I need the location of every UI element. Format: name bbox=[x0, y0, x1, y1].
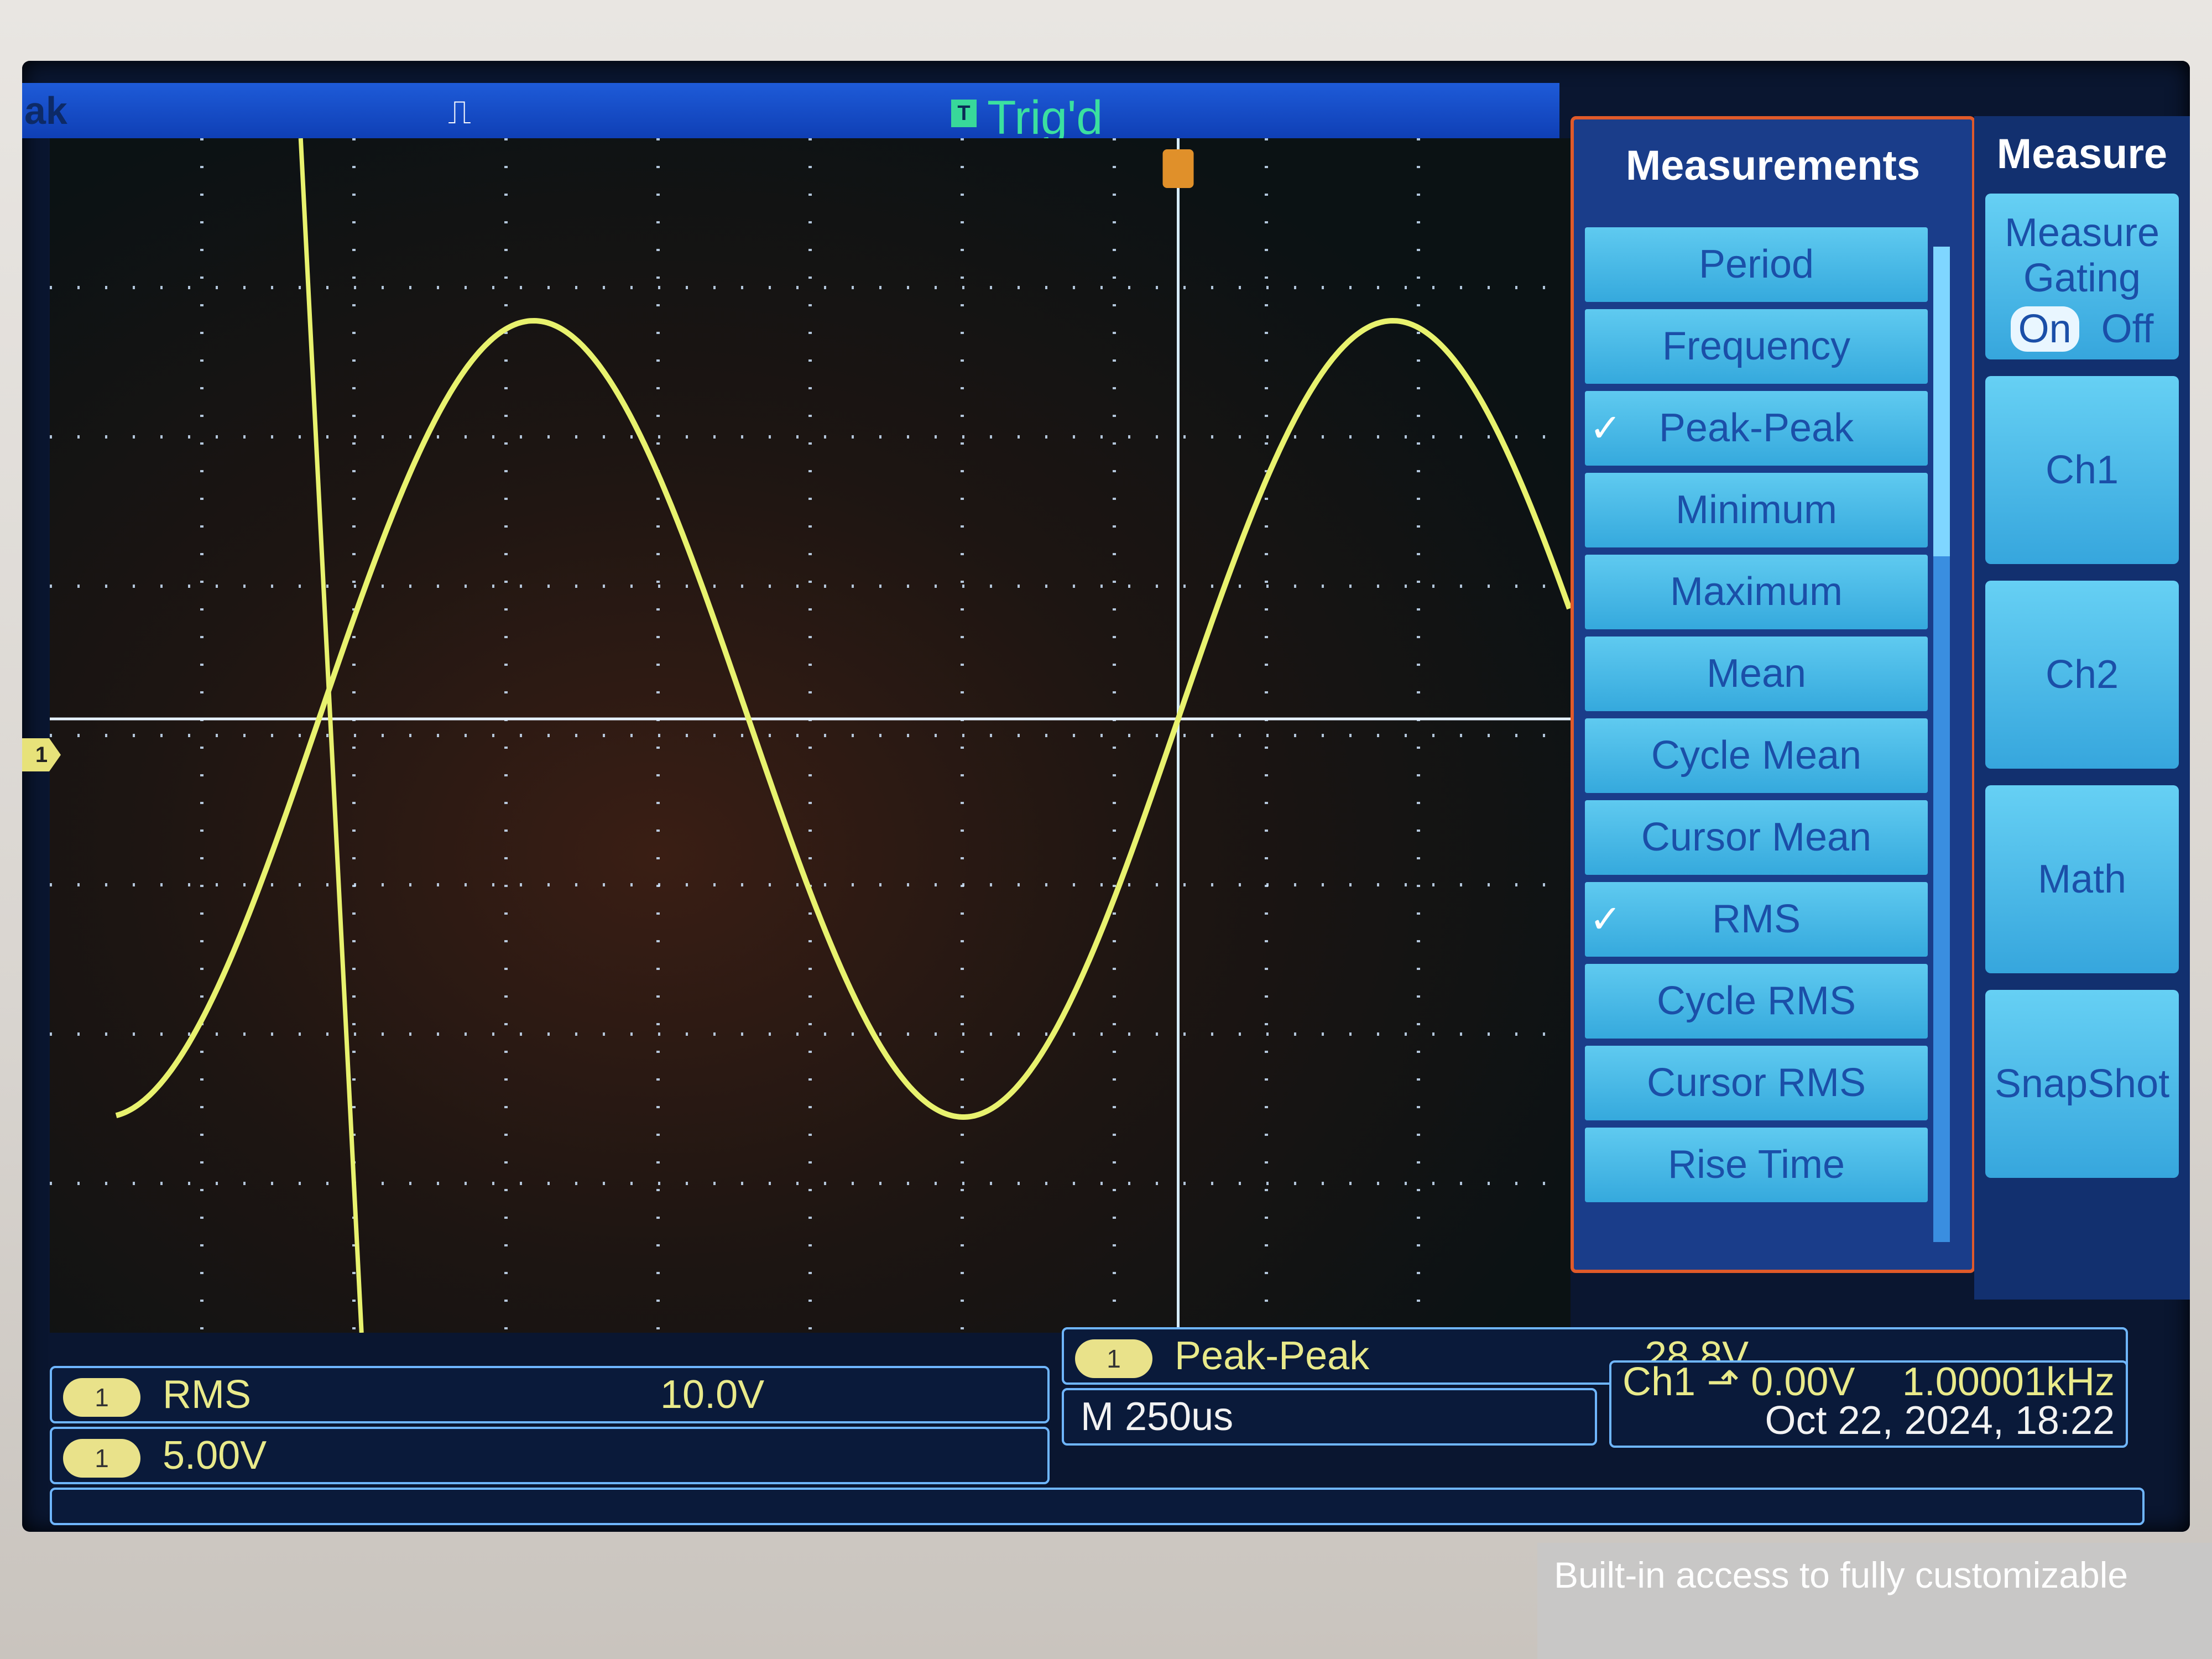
rms-readout: 1 RMS 10.0V bbox=[50, 1366, 1050, 1423]
datetime: Oct 22, 2024, 18:22 bbox=[1765, 1399, 2115, 1443]
ch2-button[interactable]: Ch2 bbox=[1985, 581, 2179, 769]
gating-label-1: Measure bbox=[2004, 211, 2160, 255]
scale-value: 5.00V bbox=[163, 1433, 267, 1478]
measurement-option[interactable]: ✓ Peak-Peak bbox=[1585, 391, 1928, 466]
measurement-option-label: Frequency bbox=[1662, 324, 1851, 368]
measurement-option-label: Period bbox=[1698, 242, 1814, 286]
measurement-option-label: Rise Time bbox=[1667, 1142, 1845, 1187]
measurements-list: Period Frequency ✓ Peak-Peak Minimum Maximum M… bbox=[1585, 227, 1928, 1209]
measurement-option-label: Cursor RMS bbox=[1646, 1061, 1866, 1105]
rms-channel-badge: 1 bbox=[63, 1378, 140, 1417]
waveform-graticule bbox=[50, 138, 1571, 1333]
mode-label: ak bbox=[24, 89, 67, 132]
timebase-readout: M 250us bbox=[1062, 1388, 1597, 1446]
trigger-status: Trig'd bbox=[987, 91, 1103, 144]
waveform-plot bbox=[50, 138, 1571, 1333]
timebase-value: M 250us bbox=[1081, 1395, 1234, 1439]
ch1-button[interactable]: Ch1 bbox=[1985, 376, 2179, 564]
status-bar: ak ⎍ T Trig'd bbox=[22, 83, 1559, 144]
measurements-menu: Measurements Period Frequency ✓ Peak-Peak Mi… bbox=[1571, 116, 1975, 1273]
measurement-option-label: Cursor Mean bbox=[1641, 815, 1872, 859]
measurement-option-label: RMS bbox=[1712, 897, 1801, 941]
vertical-scale-readout: 1 5.00V bbox=[50, 1427, 1050, 1484]
oscilloscope-screen: ak ⎍ T Trig'd 1 Measurements Period Frequ… bbox=[22, 61, 2190, 1532]
gating-on-option[interactable]: On bbox=[2010, 306, 2079, 352]
channel-1-waveform bbox=[115, 317, 1571, 1120]
measurement-option-label: Maximum bbox=[1670, 570, 1843, 614]
soft-key-column: Measure Measure Gating On Off Ch1 Ch2 Ma… bbox=[1974, 116, 2190, 1300]
measurement-option[interactable]: Minimum bbox=[1585, 473, 1928, 547]
readout-area: 1 RMS 10.0V 1 5.00V 1 Peak-Peak 28.8V M … bbox=[50, 1327, 2179, 1526]
measurement-option[interactable]: Mean bbox=[1585, 637, 1928, 711]
measurement-option[interactable]: Cycle Mean bbox=[1585, 718, 1928, 793]
math-button[interactable]: Math bbox=[1985, 785, 2179, 973]
rms-label: RMS bbox=[163, 1373, 252, 1417]
measurement-option-label: Peak-Peak bbox=[1658, 406, 1854, 450]
snapshot-button[interactable]: SnapShot bbox=[1985, 990, 2179, 1178]
measurement-option[interactable]: Frequency bbox=[1585, 309, 1928, 384]
measurement-option[interactable]: Cursor Mean bbox=[1585, 800, 1928, 875]
measure-gating-button[interactable]: Measure Gating On Off bbox=[1985, 194, 2179, 359]
peak-label: Peak-Peak bbox=[1175, 1334, 1370, 1378]
measurement-option[interactable]: ✓ RMS bbox=[1585, 882, 1928, 957]
trigger-readout: Ch1 ⬏ 0.00V 1.00001kHz Oct 22, 2024, 18:… bbox=[1609, 1360, 2128, 1448]
gating-toggle[interactable]: On Off bbox=[2010, 306, 2154, 352]
measurement-option-label: Cycle RMS bbox=[1656, 979, 1856, 1023]
peak-channel-badge: 1 bbox=[1075, 1339, 1152, 1378]
measurement-option-label: Mean bbox=[1706, 651, 1807, 696]
checkmark-icon: ✓ bbox=[1589, 406, 1622, 450]
rms-value: 10.0V bbox=[660, 1373, 765, 1417]
trigger-badge: T bbox=[951, 100, 977, 127]
soft-key-title: Measure bbox=[1996, 131, 2168, 178]
measurement-option[interactable]: Period bbox=[1585, 227, 1928, 302]
measurement-option[interactable]: Cycle RMS bbox=[1585, 964, 1928, 1039]
trigger-position-marker bbox=[1162, 149, 1194, 188]
trigger-info: Ch1 ⬏ 0.00V bbox=[1623, 1360, 1855, 1404]
measurement-option-label: Cycle Mean bbox=[1651, 733, 1862, 778]
blank-readout-bar bbox=[50, 1488, 2145, 1525]
measurement-option-label: Minimum bbox=[1675, 488, 1837, 532]
measurement-option[interactable]: Maximum bbox=[1585, 555, 1928, 629]
measurements-title: Measurements bbox=[1625, 142, 1921, 189]
frequency-value: 1.00001kHz bbox=[1902, 1360, 2115, 1404]
trigger-pulse-icon: ⎍ bbox=[448, 93, 471, 131]
checkmark-icon: ✓ bbox=[1589, 898, 1622, 941]
measurement-option[interactable]: Rise Time bbox=[1585, 1128, 1928, 1202]
measurements-scrollbar[interactable] bbox=[1933, 247, 1950, 1242]
promo-sticker: Built-in access to fully customizable bbox=[1537, 1543, 2212, 1659]
gating-label-2: Gating bbox=[2023, 256, 2141, 300]
gating-off-option[interactable]: Off bbox=[2101, 307, 2154, 351]
scale-channel-badge: 1 bbox=[63, 1438, 140, 1478]
measurement-option[interactable]: Cursor RMS bbox=[1585, 1046, 1928, 1120]
scrollbar-thumb[interactable] bbox=[1933, 247, 1950, 556]
cursor-line bbox=[298, 138, 364, 1333]
